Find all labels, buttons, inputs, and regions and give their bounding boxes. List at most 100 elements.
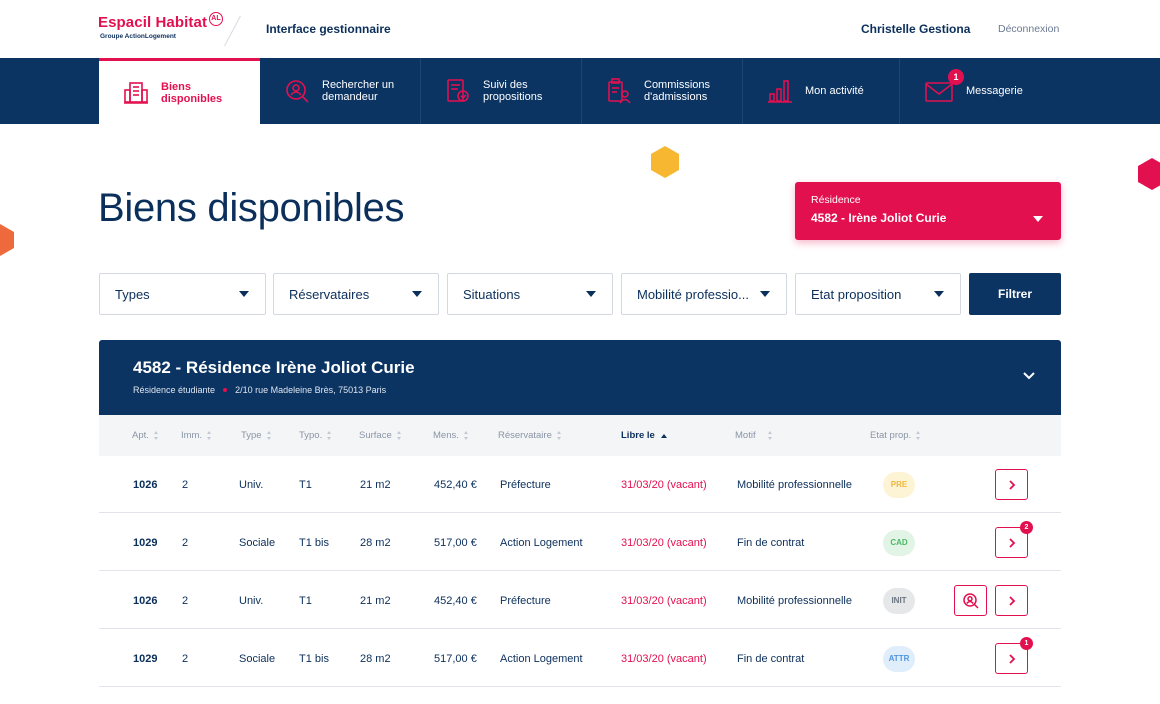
messagerie-badge: 1	[948, 69, 964, 85]
cell-typo: T1	[299, 595, 312, 607]
chevron-right-icon	[1008, 479, 1015, 490]
sort-icon	[327, 431, 332, 440]
cell-motif: Mobilité professionnelle	[737, 479, 852, 491]
cell-imm: 2	[182, 479, 189, 491]
residence-title: 4582 - Résidence Irène Joliot Curie	[133, 358, 415, 377]
cell-libre: 31/03/20 (vacant)	[621, 537, 707, 549]
status-badge: ATTR	[883, 646, 915, 672]
mail-icon	[925, 82, 953, 102]
col-imm[interactable]: Imm.	[181, 430, 212, 441]
page-title: Biens disponibles	[98, 186, 405, 230]
chevron-down-icon[interactable]	[1021, 368, 1037, 384]
col-reservataire[interactable]: Réservataire	[498, 430, 562, 441]
cell-mens: 452,40 €	[434, 595, 477, 607]
filter-reservataires[interactable]: Réservataires	[273, 273, 439, 315]
app-title: Interface gestionnaire	[266, 22, 391, 36]
cell-surface: 21 m2	[360, 479, 391, 491]
status-badge: INIT	[883, 588, 915, 614]
table-header: Apt. Imm. Type Typo. Surface Mens. Réser…	[99, 415, 1061, 456]
open-row-button[interactable]: 2	[995, 521, 1033, 558]
filter-button[interactable]: Filtrer	[969, 273, 1061, 315]
sort-asc-icon	[660, 433, 667, 438]
brand-badge: AL	[209, 12, 224, 26]
open-row-button[interactable]: 1	[995, 637, 1033, 674]
col-etat-prop[interactable]: Etat prop.	[870, 430, 921, 441]
separator-dot	[223, 388, 228, 392]
cell-surface: 28 m2	[360, 537, 391, 549]
filter-situations[interactable]: Situations	[447, 273, 613, 315]
building-icon	[124, 81, 148, 104]
filter-etat-proposition[interactable]: Etat proposition	[795, 273, 961, 315]
sort-icon	[207, 431, 212, 440]
nav-item-messagerie[interactable]: 1 Messagerie	[900, 58, 1061, 124]
table-row: 1029 2 Sociale T1 bis 28 m2 517,00 € Action Lo…	[99, 630, 1061, 687]
residence-kind: Résidence étudiante	[133, 385, 216, 395]
search-person-icon	[962, 592, 979, 609]
cell-mens: 452,40 €	[434, 479, 477, 491]
cell-imm: 2	[182, 595, 189, 607]
cell-apt: 1029	[133, 537, 158, 549]
col-type[interactable]: Type	[241, 430, 272, 441]
col-surface[interactable]: Surface	[359, 430, 402, 441]
cell-reservataire: Préfecture	[500, 479, 551, 491]
cell-apt: 1026	[133, 595, 158, 607]
sort-icon	[266, 431, 272, 440]
col-motif[interactable]: Motif	[735, 430, 773, 441]
search-demandeur-button[interactable]	[954, 585, 987, 616]
decor-hexagon	[0, 224, 14, 256]
col-libre-le[interactable]: Libre le	[621, 430, 667, 441]
filter-mobilite[interactable]: Mobilité professio...	[621, 273, 787, 315]
decor-hexagon	[1138, 158, 1160, 190]
cell-libre: 31/03/20 (vacant)	[621, 595, 707, 607]
caret-down-icon	[760, 291, 770, 297]
cell-apt: 1026	[133, 479, 158, 491]
residence-address: 2/10 rue Madeleine Brès, 75013 Paris	[235, 385, 387, 395]
cell-type: Univ.	[239, 479, 264, 491]
col-typo[interactable]: Typo.	[299, 430, 332, 441]
chevron-right-icon	[1008, 653, 1015, 664]
sort-icon	[556, 431, 562, 440]
brand-logo[interactable]: Espacil Habitat AL Groupe ActionLogement	[98, 12, 224, 40]
table-row: 1026 2 Univ. T1 21 m2 452,40 € Préfecture 31/03…	[99, 572, 1061, 629]
filter-label: Situations	[463, 287, 521, 302]
caret-down-icon	[586, 291, 596, 297]
nav-label: Mon activité	[805, 85, 864, 97]
nav-item-commissions[interactable]: Commissions d'admissions	[582, 58, 743, 124]
cell-reservataire: Action Logement	[500, 653, 583, 665]
residence-panel-header[interactable]: 4582 - Résidence Irène Joliot Curie Rési…	[99, 340, 1061, 415]
brand-group: Groupe ActionLogement	[100, 33, 176, 40]
nav-item-rechercher-demandeur[interactable]: Rechercher un demandeur	[260, 58, 421, 124]
nav-item-suivi-propositions[interactable]: Suivi des propositions	[421, 58, 582, 124]
chevron-right-icon	[1008, 537, 1015, 548]
status-badge: CAD	[883, 530, 915, 556]
table-row: 1029 2 Sociale T1 bis 28 m2 517,00 € Action Lo…	[99, 514, 1061, 571]
cell-mens: 517,00 €	[434, 653, 477, 665]
cell-libre: 31/03/20 (vacant)	[621, 479, 707, 491]
cell-surface: 28 m2	[360, 653, 391, 665]
cell-typo: T1	[299, 479, 312, 491]
residence-select[interactable]: Résidence 4582 - Irène Joliot Curie	[795, 182, 1061, 240]
cell-imm: 2	[182, 653, 189, 665]
col-apt[interactable]: Apt.	[132, 430, 159, 441]
top-bar: Espacil Habitat AL Groupe ActionLogement…	[0, 0, 1160, 58]
nav-label: Biens disponibles	[161, 80, 223, 105]
cell-surface: 21 m2	[360, 595, 391, 607]
cell-typo: T1 bis	[299, 653, 329, 665]
open-row-button[interactable]	[995, 585, 1028, 616]
nav-item-mon-activite[interactable]: Mon activité	[743, 58, 900, 124]
cell-reservataire: Action Logement	[500, 537, 583, 549]
caret-down-icon	[412, 291, 422, 297]
residence-subtitle: Résidence étudiante 2/10 rue Madeleine B…	[133, 385, 386, 395]
open-row-button[interactable]	[995, 469, 1028, 500]
logout-link[interactable]: Déconnexion	[998, 23, 1060, 35]
header-divider	[224, 15, 241, 47]
sort-icon	[153, 431, 159, 440]
cell-typo: T1 bis	[299, 537, 329, 549]
residence-select-value: 4582 - Irène Joliot Curie	[811, 211, 947, 225]
nav-item-biens-disponibles[interactable]: Biens disponibles	[99, 58, 260, 124]
col-mens[interactable]: Mens.	[433, 430, 469, 441]
cell-imm: 2	[182, 537, 189, 549]
search-person-icon	[286, 80, 309, 103]
nav-label: Rechercher un demandeur	[322, 79, 395, 103]
filter-types[interactable]: Types	[99, 273, 266, 315]
